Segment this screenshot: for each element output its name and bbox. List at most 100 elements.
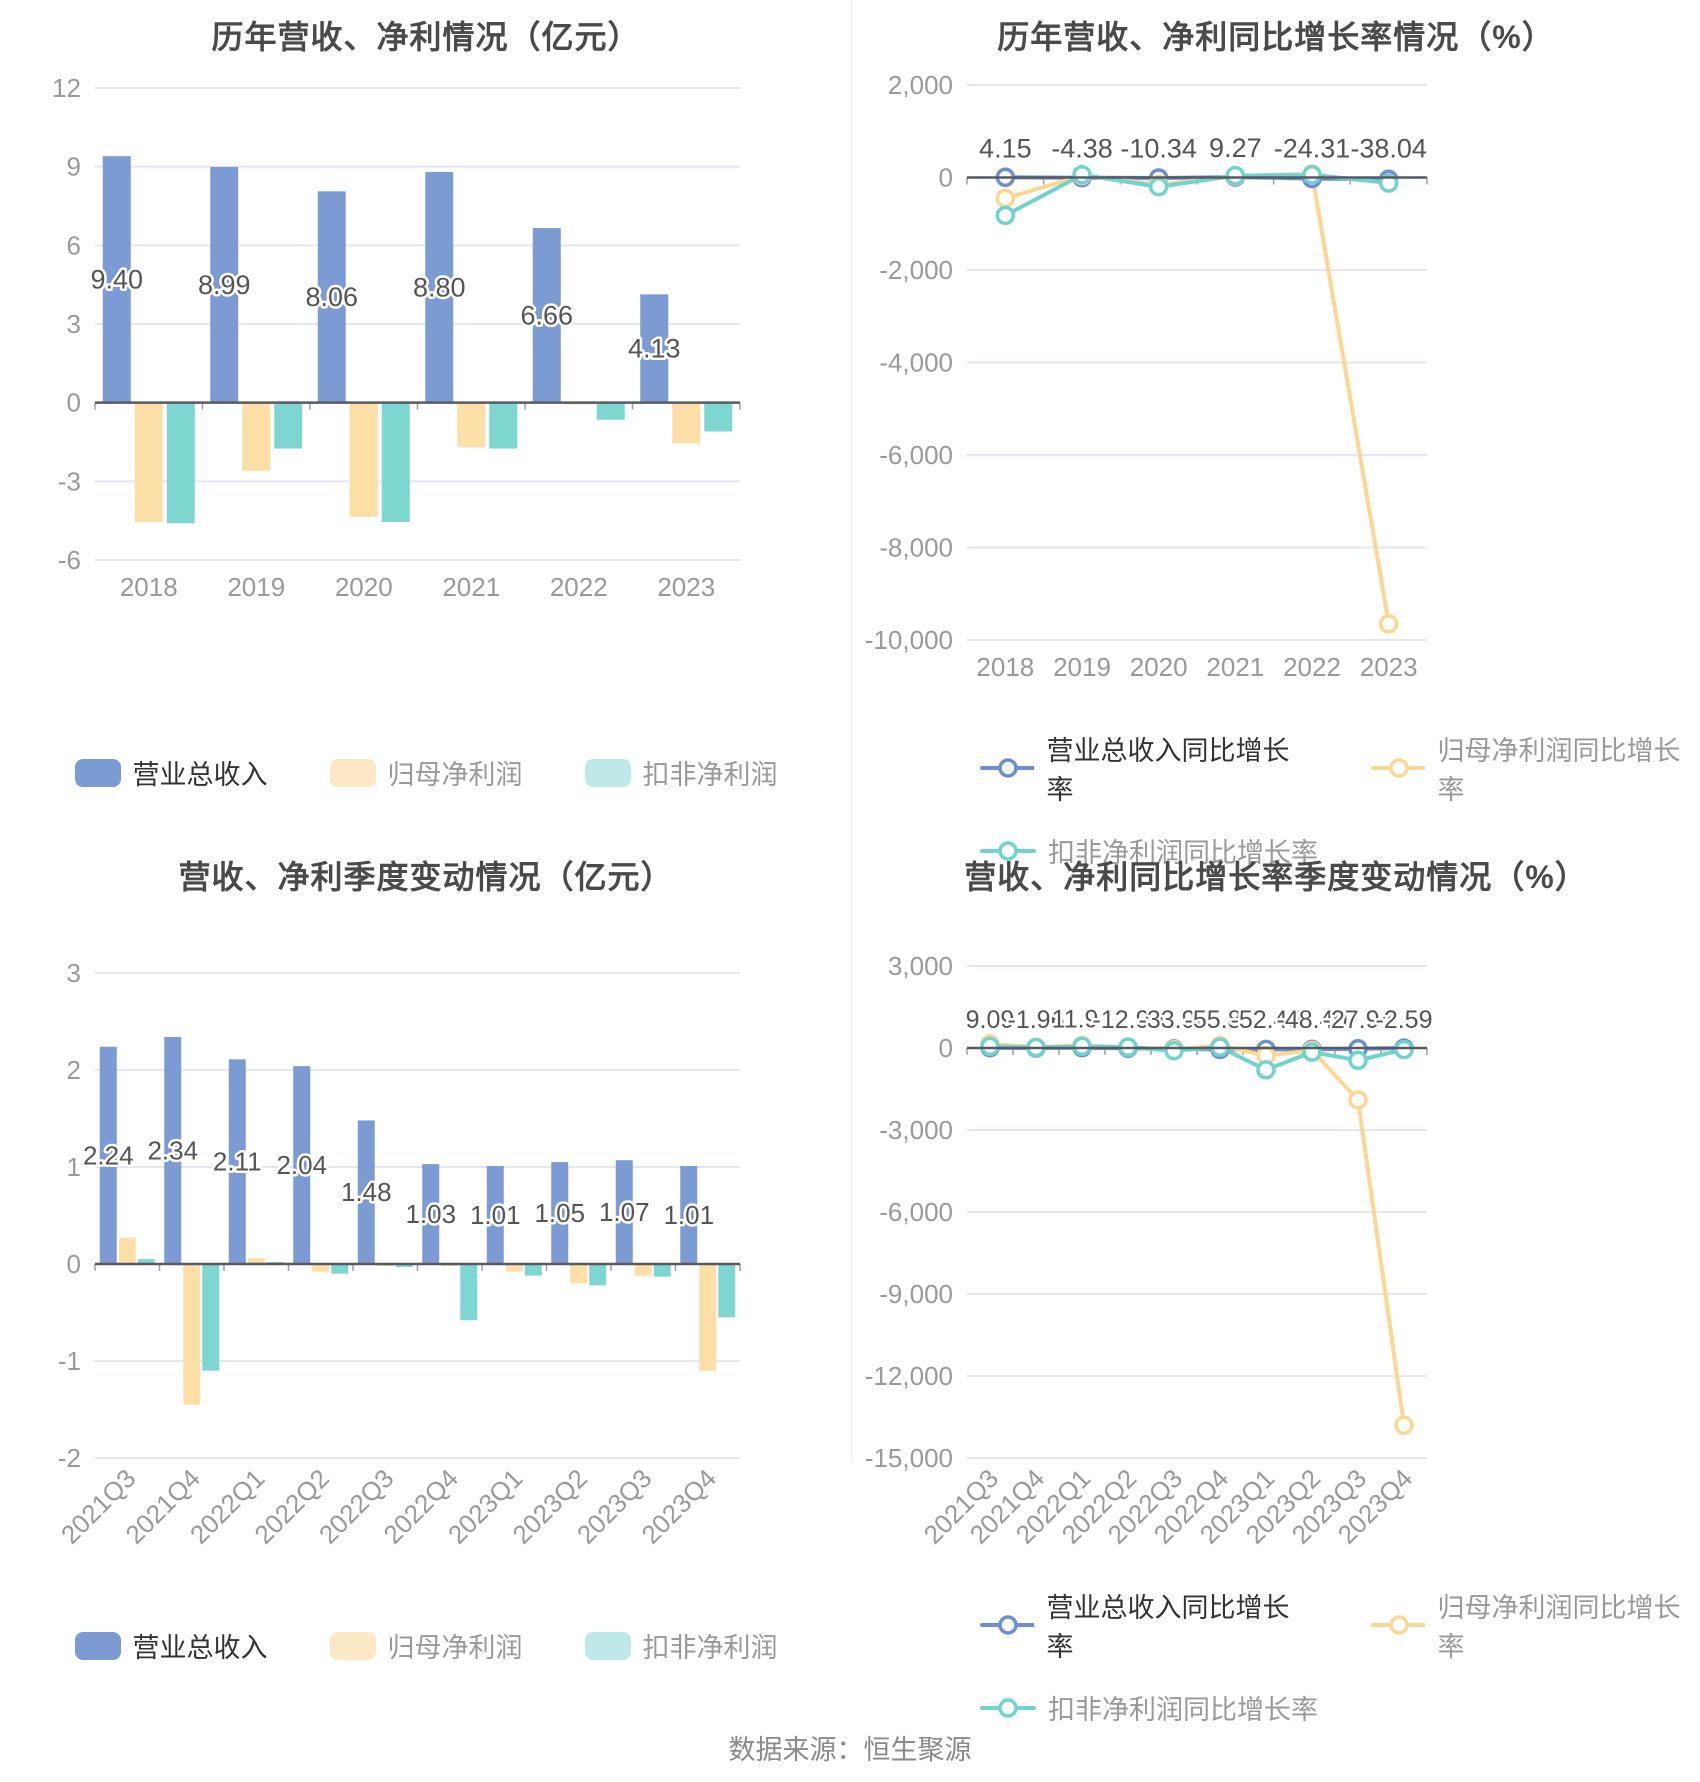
svg-text:-52.45: -52.45 [1231,1006,1302,1034]
legend-label: 归母净利润同比增长率 [1437,1593,1681,1662]
svg-text:2019: 2019 [227,572,285,602]
svg-text:-4.38: -4.38 [1051,134,1113,164]
svg-text:2.34: 2.34 [147,1136,198,1166]
svg-text:3: 3 [67,958,81,988]
svg-text:4.13: 4.13 [628,334,681,364]
legend-label: 归母净利润 [387,1633,523,1663]
legend-item-0[interactable]: 营业总收入同比增长率 [980,729,1309,807]
legend-item-2[interactable]: 扣非净利润 [584,753,778,792]
annual-growth-rate-chart: 历年营收、净利同比增长率情况（%） 2,000 0 -2,000 -4,000 -6,0… [852,0,1700,870]
svg-text:2,000: 2,000 [888,70,953,100]
legend-item-2[interactable]: 扣非净利润同比增长率 [980,831,1318,870]
legend-label: 归母净利润同比增长率 [1437,736,1681,805]
svg-text:4.15: 4.15 [979,133,1032,163]
svg-text:0: 0 [67,388,81,418]
legend-line-marker-icon [980,1697,1036,1718]
svg-text:-12.90: -12.90 [1093,1006,1164,1034]
svg-text:-2,000: -2,000 [879,255,953,285]
svg-text:9.09: 9.09 [966,1006,1015,1034]
svg-text:6.66: 6.66 [520,300,573,330]
svg-text:-1.96: -1.96 [1008,1006,1065,1034]
svg-text:3: 3 [67,309,81,339]
legend-line-marker-icon [980,758,1035,778]
svg-text:2023: 2023 [657,572,715,602]
svg-text:8.80: 8.80 [413,272,466,302]
annual-growth-canvas: 2,000 0 -2,000 -4,000 -6,000 -8,000 -10,000 201… [865,70,1430,682]
svg-text:-24.31: -24.31 [1274,134,1351,164]
svg-text:-10,000: -10,000 [865,625,953,655]
legend-item-0[interactable]: 营业总收入 [74,753,268,792]
svg-text:2020: 2020 [1130,652,1188,682]
svg-text:0: 0 [67,1249,81,1279]
svg-text:2019: 2019 [1053,652,1111,682]
legend-label: 营业总收入 [132,1633,268,1663]
legend-item-0[interactable]: 营业总收入 [74,1626,268,1665]
legend-label: 归母净利润 [387,760,523,790]
svg-text:2021: 2021 [442,572,500,602]
legend-line-marker-icon [980,840,1036,861]
svg-text:2.11: 2.11 [213,1147,262,1177]
quarterly-growth-legend: 营业总收入同比增长率 归母净利润同比增长率扣非净利润同比增长率 [852,1586,1700,1727]
svg-text:-2: -2 [58,1443,81,1473]
legend-label: 扣非净利润同比增长率 [1048,838,1318,868]
legend-label: 扣非净利润 [642,1633,778,1663]
legend-item-1[interactable]: 归母净利润同比增长率 [1371,1586,1700,1664]
svg-text:0: 0 [939,163,953,193]
legend-item-2[interactable]: 扣非净利润 [584,1626,778,1665]
legend-label: 营业总收入同比增长率 [1046,736,1290,805]
svg-text:9: 9 [67,152,81,182]
legend-line-marker-icon [1371,758,1426,778]
svg-text:12: 12 [52,73,81,103]
svg-text:2: 2 [67,1055,81,1085]
quarterly-bars-legend: 营业总收入 归母净利润 扣非净利润 [0,1626,852,1665]
legend-label: 扣非净利润 [642,760,778,790]
column-divider [851,0,852,1462]
svg-text:-10.34: -10.34 [1120,134,1197,164]
legend-line-marker-icon [980,1615,1035,1635]
svg-text:-27.94: -27.94 [1323,1006,1394,1034]
svg-text:1.07: 1.07 [599,1197,650,1227]
svg-text:3,000: 3,000 [888,951,953,981]
svg-text:2018: 2018 [976,652,1034,682]
svg-text:0: 0 [939,1033,953,1063]
svg-text:2020: 2020 [335,572,393,602]
svg-text:1.01: 1.01 [470,1200,521,1230]
svg-text:-2.59: -2.59 [1376,1006,1433,1034]
svg-text:-48.40: -48.40 [1277,1006,1348,1034]
svg-text:8.99: 8.99 [198,270,251,300]
legend-item-1[interactable]: 归母净利润 [329,1626,523,1665]
legend-label: 扣非净利润同比增长率 [1048,1695,1318,1725]
legend-swatch [584,1631,631,1660]
quarterly-growth-canvas: 3,0000-3,000-6,000-9,000-12,000-15,00020… [865,951,1435,1550]
quarterly-revenue-profit-chart: 营收、净利季度变动情况（亿元） 3 2 1 0 -1 -2 2021Q3 2021Q4 2022… [0,800,852,1665]
svg-text:1.48: 1.48 [341,1177,392,1207]
legend-swatch [74,1631,121,1660]
annual-bars-canvas: 12 9 6 3 0 -3 -6 2018 2019 2020 2021 2022 2023 9.40 8.… [52,73,741,602]
legend-item-1[interactable]: 归母净利润同比增长率 [1371,729,1700,807]
legend-item-2[interactable]: 扣非净利润同比增长率 [980,1688,1318,1727]
svg-text:-6,000: -6,000 [879,1197,953,1227]
annual-growth-legend: 营业总收入同比增长率 归母净利润同比增长率扣非净利润同比增长率 [852,729,1700,870]
svg-text:-33.96: -33.96 [1139,1006,1210,1034]
svg-text:1.05: 1.05 [534,1198,585,1228]
svg-text:11.91: 11.91 [1052,1006,1113,1034]
svg-text:-9,000: -9,000 [879,1279,953,1309]
quarterly-growth-title: 营收、净利同比增长率季度变动情况（%） [964,859,1588,895]
svg-text:-1: -1 [58,1346,81,1376]
svg-text:2023: 2023 [1360,652,1418,682]
svg-text:1.01: 1.01 [663,1200,714,1230]
annual-revenue-profit-chart: 历年营收、净利情况（亿元） 12 9 6 3 0 -3 -6 2018 2019 2020 2021… [0,0,852,792]
legend-item-0[interactable]: 营业总收入同比增长率 [980,1586,1309,1664]
legend-swatch [329,758,376,787]
data-source-text: 数据来源：恒生聚源 [728,1735,972,1765]
legend-item-1[interactable]: 归母净利润 [329,753,523,792]
legend-swatch [584,758,631,787]
svg-text:6: 6 [67,230,81,260]
svg-text:2018: 2018 [120,572,178,602]
svg-text:8.06: 8.06 [305,282,358,312]
svg-text:-38.04: -38.04 [1350,134,1427,164]
svg-text:9.40: 9.40 [90,264,143,294]
legend-swatch [329,1631,376,1660]
svg-text:-6: -6 [58,545,81,575]
